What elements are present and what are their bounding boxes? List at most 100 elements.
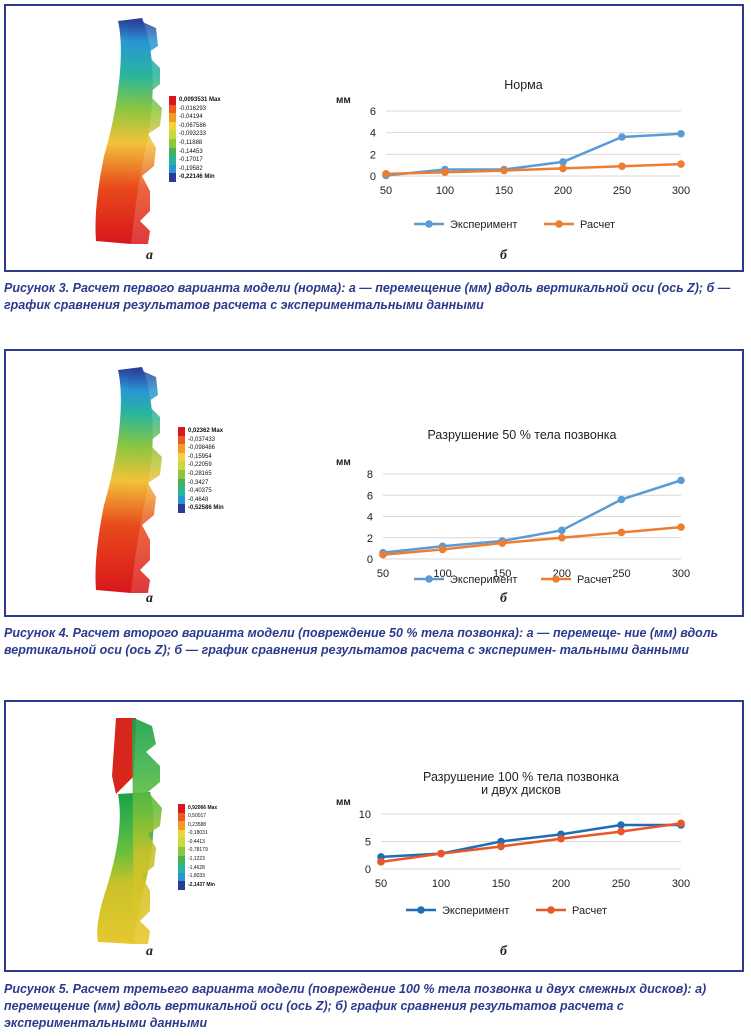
data-point <box>617 821 625 829</box>
data-point <box>617 827 625 836</box>
legend-row: -0,14453 <box>169 147 221 157</box>
data-point <box>618 133 626 141</box>
legend-swatch <box>178 478 185 488</box>
legend-value: -0,093233 <box>179 131 207 138</box>
legend-label: Эксперимент <box>450 574 517 586</box>
legend-value: 0,23588 <box>188 821 207 828</box>
legend-row: 0,0093531 Max <box>169 96 221 105</box>
data-point <box>559 158 567 166</box>
x-tick-label: 250 <box>613 185 631 197</box>
legend-swatch <box>178 461 185 470</box>
data-point <box>559 164 567 173</box>
legend-value: -0,4648 <box>188 496 209 503</box>
x-tick-label: 100 <box>432 878 450 890</box>
spine-model-image <box>95 18 162 244</box>
legend-value: 0,50017 <box>188 813 207 820</box>
legend-swatch <box>178 495 185 505</box>
legend-swatch <box>178 504 185 513</box>
legend-value: -0,28165 <box>188 470 212 477</box>
x-tick-label: 200 <box>554 185 572 197</box>
chart-norma: Норма мм 0 2 4 6 50 100 150 200 250 300 Эксперимент Р… <box>336 78 690 231</box>
legend-swatch <box>178 487 185 496</box>
x-tick-label: 250 <box>612 568 630 580</box>
legend-row: -0,15954 <box>178 452 224 462</box>
legend-swatch <box>169 104 176 114</box>
legend-swatch <box>169 121 176 131</box>
legend-swatch <box>178 427 185 436</box>
y-tick-label: 6 <box>367 490 373 502</box>
x-tick-label: 300 <box>672 568 690 580</box>
x-tick-label: 50 <box>375 878 387 890</box>
legend-value: -0,40375 <box>188 488 212 495</box>
legend-row: 0,92066 Max <box>178 804 217 813</box>
data-point <box>558 526 566 535</box>
legend-swatch <box>178 469 185 479</box>
legend-row: -1,4628 <box>178 864 217 873</box>
data-point <box>382 170 390 178</box>
legend-row: 0,02362 Max <box>178 427 224 436</box>
legend-value: -0,22146 Min <box>179 174 215 181</box>
data-point <box>557 834 565 843</box>
legend-swatch <box>178 855 185 865</box>
data-point <box>677 160 685 168</box>
legend-value: -0,4413 <box>188 838 205 845</box>
legend-row: -0,067586 <box>169 121 221 131</box>
legend-value: 0,02362 Max <box>188 428 224 434</box>
y-tick-label: 0 <box>370 171 376 183</box>
legend-row: -0,4648 <box>178 495 224 505</box>
legend-value: -0,067586 <box>179 122 207 129</box>
legend-value: -1,1223 <box>188 856 205 863</box>
x-tick-label: 300 <box>672 185 690 197</box>
legend-value: -0,098486 <box>188 445 216 452</box>
legend-value: -0,18031 <box>188 830 208 837</box>
y-tick-label: 0 <box>367 554 373 566</box>
legend-row: -0,098486 <box>178 444 224 453</box>
data-point <box>441 168 449 177</box>
sub-label-b: б <box>500 944 507 959</box>
data-point <box>677 129 685 138</box>
x-tick-label: 100 <box>436 185 454 197</box>
legend-label: Эксперимент <box>442 905 509 917</box>
series-line-calculation <box>380 822 682 864</box>
displacement-legend: 0,92066 Max 0,50017 0,23588 -0,18031 -0,4413… <box>178 804 217 890</box>
legend-row: -0,4413 <box>178 838 217 847</box>
legend-row: 0,23588 <box>178 821 217 830</box>
legend-value: -0,22059 <box>188 462 212 469</box>
series-line-calculation <box>382 525 682 556</box>
legend-value: -0,78179 <box>188 847 208 854</box>
legend-label: Расчет <box>572 905 607 917</box>
data-point <box>500 166 508 175</box>
y-tick-label: 2 <box>370 149 376 161</box>
y-tick-label: 4 <box>370 128 376 140</box>
legend-value: -0,016293 <box>179 105 207 112</box>
sub-label-b: б <box>500 248 507 263</box>
legend-row: -0,22059 <box>178 461 224 470</box>
y-tick-label: 5 <box>365 837 371 849</box>
series-line-experiment <box>382 479 682 554</box>
series-line-experiment <box>385 132 682 177</box>
y-tick-label: 2 <box>367 533 373 545</box>
x-tick-label: 50 <box>380 185 392 197</box>
data-point <box>677 819 685 828</box>
legend-row: -2,1437 Min <box>178 881 217 890</box>
legend-label: Эксперимент <box>450 219 517 231</box>
legend-swatch <box>169 173 176 182</box>
legend-row: -0,22146 Min <box>169 173 221 182</box>
legend-row: -0,78179 <box>178 846 217 856</box>
chart-title-line2: и двух дисков <box>481 783 561 797</box>
sub-label-b: б <box>500 591 507 606</box>
sub-label-a: а <box>146 248 153 263</box>
legend-swatch <box>169 130 176 139</box>
figure-5-panel: 0,92066 Max 0,50017 0,23588 -0,18031 -0,4413… <box>4 700 744 972</box>
data-point <box>498 539 506 547</box>
x-tick-label: 200 <box>552 878 570 890</box>
legend-value: 0,92066 Max <box>188 804 218 811</box>
legend-value: -0,15954 <box>188 453 212 460</box>
y-axis-label: мм <box>336 457 351 468</box>
legend-row: -0,40375 <box>178 487 224 496</box>
legend-swatch <box>178 444 185 453</box>
legend-swatch <box>178 864 185 873</box>
data-point <box>618 162 626 171</box>
chart-title: Разрушение 100 % тела позвонка <box>423 770 619 784</box>
